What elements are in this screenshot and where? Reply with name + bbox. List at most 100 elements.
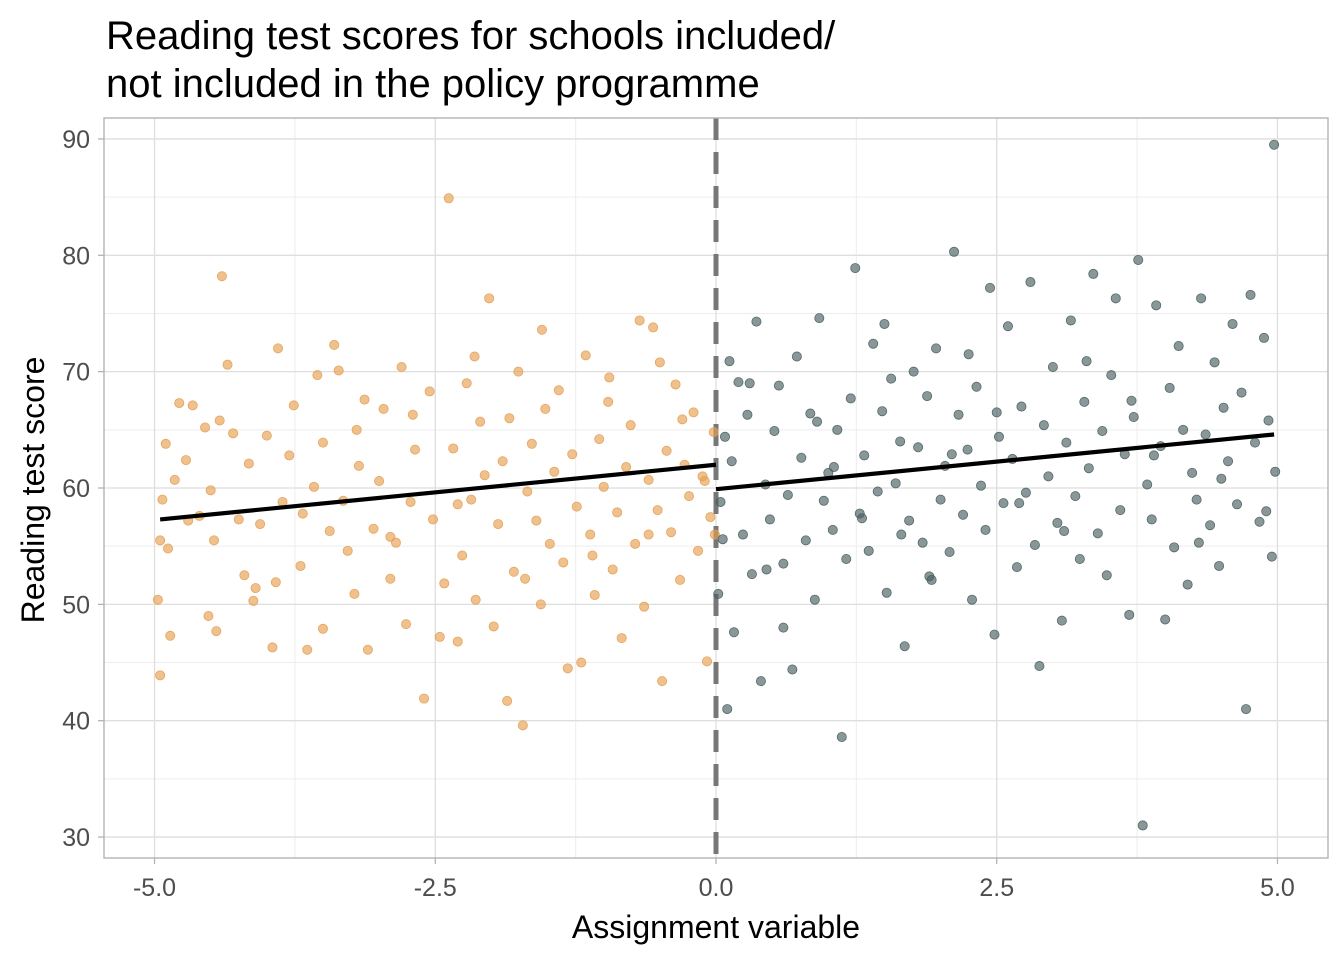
data-point-series-1 <box>536 324 547 335</box>
data-point-series-1 <box>475 416 486 427</box>
data-point-series-2 <box>1061 437 1072 448</box>
data-point-series-2 <box>1254 516 1265 527</box>
data-point-series-2 <box>1126 395 1137 406</box>
data-point-series-2 <box>944 546 955 557</box>
data-point-series-1 <box>374 476 385 487</box>
data-point-series-2 <box>1083 463 1094 474</box>
data-point-series-1 <box>452 636 463 647</box>
x-tick-label: -2.5 <box>414 874 457 902</box>
data-point-series-2 <box>1182 579 1193 590</box>
data-point-series-2 <box>1097 425 1108 436</box>
data-point-series-2 <box>1092 528 1103 539</box>
data-point-series-2 <box>836 731 847 742</box>
data-point-series-1 <box>598 481 609 492</box>
data-point-series-1 <box>675 574 686 585</box>
data-point-series-1 <box>250 583 261 594</box>
data-point-series-2 <box>1029 540 1040 551</box>
data-points <box>152 139 1281 831</box>
data-point-series-2 <box>1236 387 1247 398</box>
data-point-series-2 <box>958 509 969 520</box>
data-point-series-2 <box>841 553 852 564</box>
data-point-series-1 <box>302 644 313 655</box>
data-point-series-1 <box>603 396 614 407</box>
data-point-series-1 <box>401 619 412 630</box>
data-point-series-2 <box>971 381 982 392</box>
data-point-series-2 <box>1245 289 1256 300</box>
data-point-series-1 <box>248 595 259 606</box>
y-tick-label: 60 <box>62 475 90 503</box>
data-point-series-2 <box>1218 402 1229 413</box>
data-point-series-1 <box>625 420 636 431</box>
data-point-series-2 <box>1011 562 1022 573</box>
data-point-series-1 <box>410 444 421 455</box>
y-tick-label: 70 <box>62 359 90 387</box>
data-point-series-1 <box>639 601 650 612</box>
data-point-series-2 <box>832 424 843 435</box>
data-point-series-2 <box>1101 570 1112 581</box>
data-point-series-1 <box>205 485 216 496</box>
data-point-series-1 <box>666 527 677 538</box>
data-point-series-2 <box>890 478 901 489</box>
data-point-series-1 <box>329 339 340 350</box>
data-point-series-2 <box>859 450 870 461</box>
data-point-series-2 <box>1146 514 1157 525</box>
data-point-series-1 <box>643 474 654 485</box>
data-point-series-1 <box>504 413 515 424</box>
data-point-series-2 <box>1124 609 1135 620</box>
data-point-series-1 <box>317 437 328 448</box>
data-point-series-2 <box>1164 382 1175 393</box>
data-point-series-1 <box>439 578 450 589</box>
data-point-series-2 <box>722 704 733 715</box>
data-point-series-1 <box>607 564 618 575</box>
data-point-series-2 <box>881 587 892 598</box>
data-point-series-1 <box>493 519 504 530</box>
data-point-series-2 <box>1137 820 1148 831</box>
data-point-series-1 <box>233 514 244 525</box>
data-point-series-1 <box>604 372 615 383</box>
data-point-series-1 <box>359 394 370 405</box>
data-point-series-2 <box>1250 437 1261 448</box>
data-point-series-1 <box>544 538 555 549</box>
data-point-series-1 <box>157 494 168 505</box>
data-point-series-1 <box>520 573 531 584</box>
data-point-series-2 <box>800 535 811 546</box>
x-axis-ticks: -5.0 -2.5 0.0 2.5 5.0 <box>133 858 1295 902</box>
x-axis-title: Assignment variable <box>572 909 860 945</box>
data-point-series-1 <box>677 414 688 425</box>
data-point-series-2 <box>879 318 890 329</box>
data-point-series-1 <box>180 455 191 466</box>
data-point-series-2 <box>1088 268 1099 279</box>
data-point-series-1 <box>470 594 481 605</box>
data-point-series-2 <box>1047 361 1058 372</box>
data-point-series-2 <box>913 442 924 453</box>
data-point-series-1 <box>469 351 480 362</box>
data-point-series-1 <box>457 550 468 561</box>
data-point-series-1 <box>488 621 499 632</box>
data-point-series-1 <box>267 642 278 653</box>
data-point-series-2 <box>845 393 856 404</box>
data-point-series-1 <box>684 491 695 502</box>
data-point-series-1 <box>378 403 389 414</box>
data-point-series-2 <box>1232 499 1243 510</box>
data-point-series-2 <box>1128 412 1139 423</box>
data-point-series-2 <box>1074 553 1085 564</box>
data-point-series-2 <box>1065 315 1076 326</box>
data-point-series-1 <box>448 443 459 454</box>
data-point-series-2 <box>742 409 753 420</box>
data-point-series-2 <box>1263 415 1274 426</box>
data-point-series-2 <box>1070 491 1081 502</box>
data-point-series-1 <box>273 343 284 354</box>
fit-lines <box>159 432 1275 522</box>
data-point-series-1 <box>368 523 379 534</box>
data-point-series-2 <box>1115 505 1126 516</box>
data-point-series-2 <box>1223 456 1234 467</box>
data-point-series-2 <box>856 513 867 524</box>
data-point-series-2 <box>899 641 910 652</box>
data-point-series-1 <box>155 670 166 681</box>
data-point-series-2 <box>917 537 928 548</box>
data-point-series-1 <box>652 505 663 516</box>
data-point-series-2 <box>1016 401 1027 412</box>
data-point-series-2 <box>719 431 730 442</box>
data-point-series-2 <box>769 425 780 436</box>
